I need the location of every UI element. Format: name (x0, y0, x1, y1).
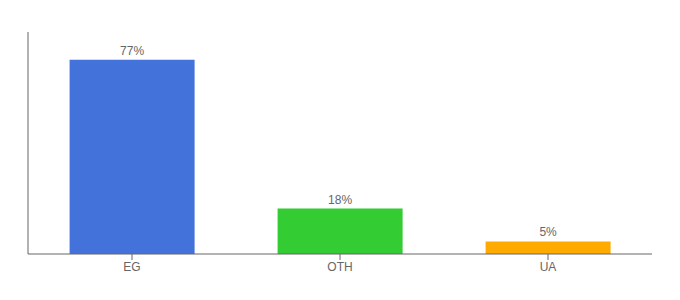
svg-text:EG: EG (123, 260, 140, 274)
svg-text:77%: 77% (120, 44, 144, 58)
svg-text:5%: 5% (539, 225, 557, 239)
svg-text:OTH: OTH (327, 260, 352, 274)
svg-text:UA: UA (540, 260, 557, 274)
svg-text:18%: 18% (328, 193, 352, 207)
